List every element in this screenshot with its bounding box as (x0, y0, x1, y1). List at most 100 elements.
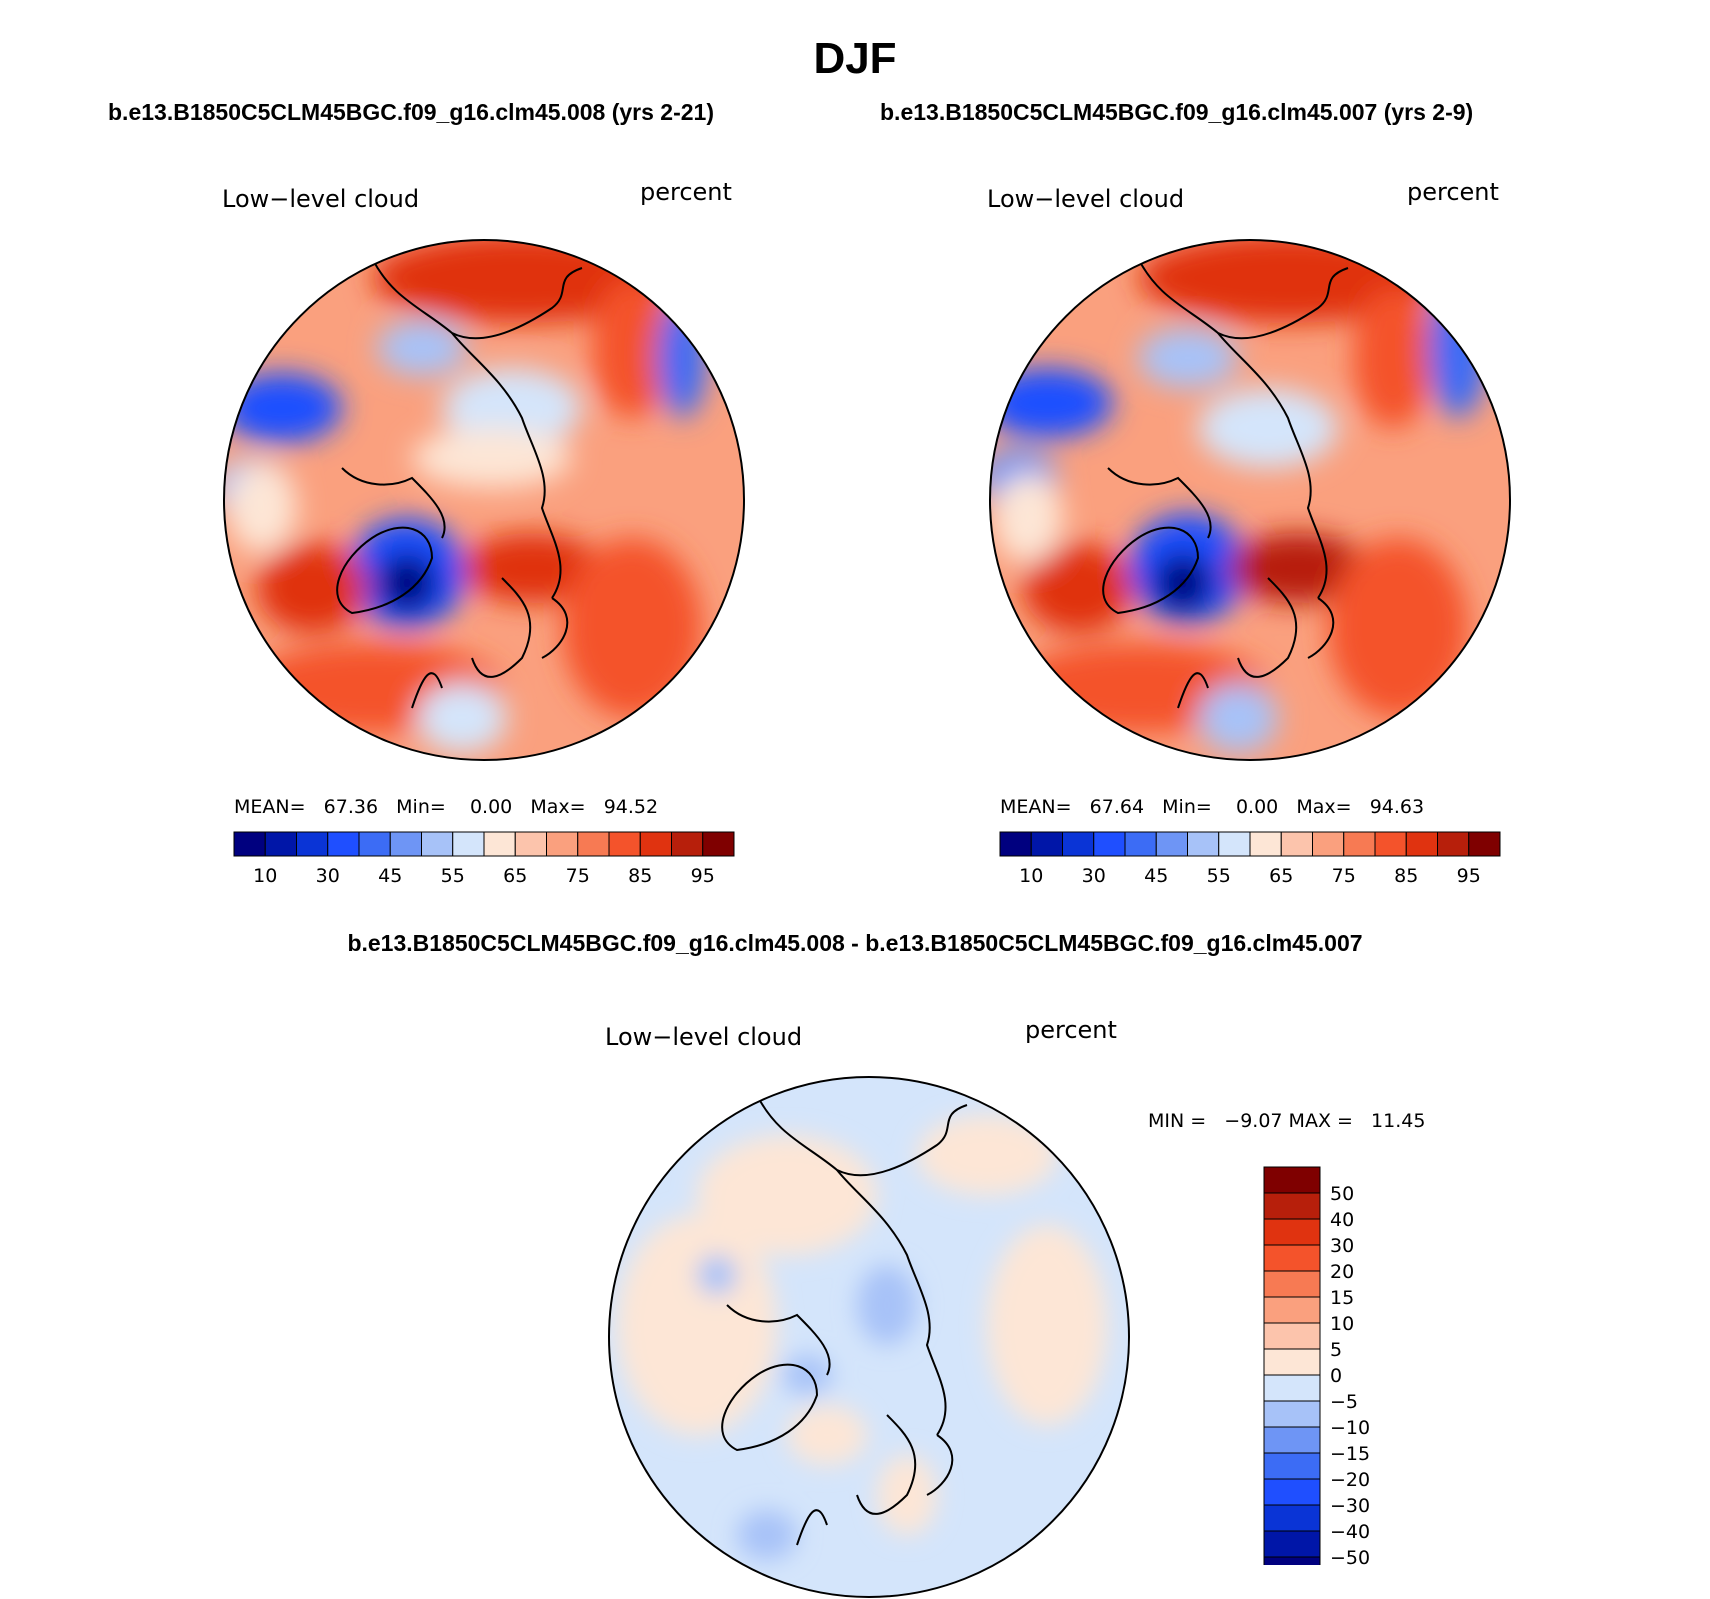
colorbar-right-swatches (999, 831, 1501, 857)
colorbar-tick-label: 50 (1330, 1183, 1354, 1205)
colorbar-tick-label: 55 (1207, 865, 1231, 887)
colorbar-swatch (296, 831, 329, 857)
colorbar-swatch (1405, 831, 1438, 857)
colorbar-tick-label: 30 (1082, 865, 1106, 887)
colorbar-tick-label: 10 (1019, 865, 1043, 887)
colorbar-tick-label: 85 (628, 865, 652, 887)
colorbar-swatch (1263, 1504, 1321, 1532)
colorbar-tick-label: 75 (566, 865, 590, 887)
colorbar-swatch (1437, 831, 1470, 857)
colorbar-right: 10 30 45 55 65 75 85 95 (999, 831, 1501, 887)
colorbar-swatch (1280, 831, 1313, 857)
colorbar-swatch (1312, 831, 1345, 857)
colorbar-swatch (1263, 1348, 1321, 1376)
colorbar-tick-label: 40 (1330, 1209, 1354, 1231)
colorbar-tick-label: 10 (253, 865, 277, 887)
colorbar-tick-label: −20 (1330, 1469, 1370, 1491)
colorbar-swatch (1093, 831, 1126, 857)
colorbar-swatch (1263, 1270, 1321, 1298)
colorbar-left-labels: 10 30 45 55 65 75 85 95 (253, 865, 715, 887)
colorbar-swatch (577, 831, 610, 857)
colorbar-swatch (1263, 1244, 1321, 1272)
colorbar-swatch (546, 831, 579, 857)
colorbar-swatch (608, 831, 641, 857)
case-title-left: b.e13.B1850C5CLM45BGC.f09_g16.clm45.008 … (108, 99, 714, 125)
colorbar-swatch (1374, 831, 1407, 857)
map-case-008 (223, 239, 745, 761)
colorbar-tick-label: 20 (1330, 1261, 1354, 1283)
colorbar-swatch (1263, 1530, 1321, 1558)
colorbar-tick-label: −50 (1330, 1547, 1370, 1565)
colorbar-swatch (1263, 1296, 1321, 1324)
colorbar-swatch (421, 831, 454, 857)
colorbar-tick-label: 0 (1330, 1365, 1342, 1387)
difference-title: b.e13.B1850C5CLM45BGC.f09_g16.clm45.008 … (347, 930, 1363, 956)
units-label-left: percent (640, 178, 732, 206)
colorbar-tick-label: 45 (378, 865, 402, 887)
colorbar-swatch (1263, 1192, 1321, 1220)
colorbar-swatch (1468, 831, 1501, 857)
map-difference (608, 1076, 1130, 1598)
colorbar-tick-label: 55 (441, 865, 465, 887)
units-label-diff: percent (1025, 1016, 1117, 1044)
colorbar-swatch (671, 831, 704, 857)
stats-left: MEAN= 67.36 Min= 0.00 Max= 94.52 (234, 796, 659, 818)
colorbar-tick-label: −40 (1330, 1521, 1370, 1543)
colorbar-swatch (1263, 1556, 1321, 1565)
colorbar-swatch (327, 831, 360, 857)
colorbar-swatch (1124, 831, 1157, 857)
colorbar-swatch (1062, 831, 1095, 857)
variable-label-diff: Low−level cloud (605, 1023, 803, 1051)
colorbar-tick-label: 95 (1457, 865, 1481, 887)
colorbar-tick-label: 30 (316, 865, 340, 887)
colorbar-swatch (264, 831, 297, 857)
colorbar-swatch (358, 831, 391, 857)
stats-right: MEAN= 67.64 Min= 0.00 Max= 94.63 (1000, 796, 1425, 818)
colorbar-left: 10 30 45 55 65 75 85 95 (233, 831, 735, 887)
stats-diff: MIN = −9.07 MAX = 11.45 (1148, 1110, 1426, 1132)
colorbar-tick-label: 45 (1144, 865, 1168, 887)
colorbar-tick-label: 65 (503, 865, 527, 887)
colorbar-swatch (1263, 1322, 1321, 1350)
variable-label-left: Low−level cloud (222, 185, 420, 213)
colorbar-tick-label: 65 (1269, 865, 1293, 887)
variable-label-right: Low−level cloud (987, 185, 1185, 213)
colorbar-tick-label: −30 (1330, 1495, 1370, 1517)
colorbar-tick-label: 95 (691, 865, 715, 887)
colorbar-tick-label: −5 (1330, 1391, 1358, 1413)
colorbar-swatch (1263, 1218, 1321, 1246)
colorbar-swatch (1218, 831, 1251, 857)
colorbar-swatch (483, 831, 516, 857)
colorbar-swatch (1187, 831, 1220, 857)
colorbar-tick-label: 30 (1330, 1235, 1354, 1257)
colorbar-diff-swatches (1263, 1166, 1321, 1565)
colorbar-tick-label: 15 (1330, 1287, 1354, 1309)
colorbar-swatch (514, 831, 547, 857)
colorbar-right-labels: 10 30 45 55 65 75 85 95 (1019, 865, 1481, 887)
colorbar-swatch (1263, 1400, 1321, 1428)
case-title-right: b.e13.B1850C5CLM45BGC.f09_g16.clm45.007 … (880, 99, 1474, 125)
colorbar-tick-label: −15 (1330, 1443, 1370, 1465)
colorbar-swatch (1263, 1478, 1321, 1506)
colorbar-swatch (233, 831, 266, 857)
colorbar-tick-label: 10 (1330, 1313, 1354, 1335)
colorbar-left-swatches (233, 831, 735, 857)
colorbar-swatch (1155, 831, 1188, 857)
colorbar-swatch (999, 831, 1032, 857)
map-case-007 (989, 239, 1511, 761)
colorbar-swatch (639, 831, 672, 857)
colorbar-tick-label: 75 (1332, 865, 1356, 887)
colorbar-tick-label: −10 (1330, 1417, 1370, 1439)
colorbar-swatch (389, 831, 422, 857)
colorbar-swatch (1030, 831, 1063, 857)
colorbar-swatch (702, 831, 735, 857)
colorbar-swatch (1263, 1452, 1321, 1480)
units-label-right: percent (1407, 178, 1499, 206)
colorbar-tick-label: 5 (1330, 1339, 1342, 1361)
colorbar-swatch (1249, 831, 1282, 857)
colorbar-tick-label: 85 (1394, 865, 1418, 887)
colorbar-swatch (1263, 1426, 1321, 1454)
colorbar-swatch (452, 831, 485, 857)
